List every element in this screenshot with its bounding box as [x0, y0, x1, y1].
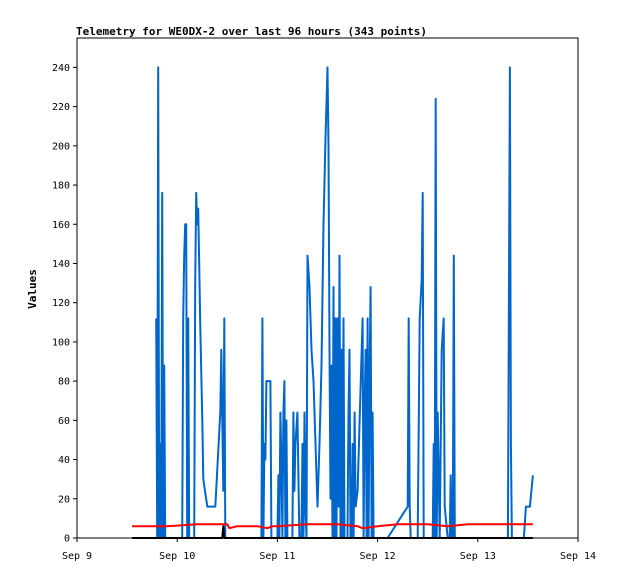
y-tick-label: 200	[52, 141, 70, 152]
y-tick-label: 60	[58, 416, 70, 427]
y-tick-label: 140	[52, 259, 70, 270]
series-line-1	[132, 523, 533, 530]
y-tick-label: 40	[58, 455, 70, 466]
y-tick-label: 160	[52, 220, 70, 231]
y-tick-label: 120	[52, 298, 70, 309]
series-layer	[132, 66, 534, 539]
series-line-2	[132, 525, 533, 539]
y-tick-label: 180	[52, 181, 70, 192]
x-tick-label: Sep 11	[259, 551, 295, 562]
x-tick-label: Sep 10	[159, 551, 195, 562]
y-tick-label: 80	[58, 377, 70, 388]
y-axis-ticks: 0 20 40 60 80 100 120 140 160 180 200 220 240	[52, 63, 77, 545]
y-tick-label: 220	[52, 102, 70, 113]
x-tick-label: Sep 13	[460, 551, 496, 562]
y-tick-label: 20	[58, 494, 70, 505]
x-tick-label: Sep 14	[560, 551, 596, 562]
y-tick-label: 0	[64, 534, 70, 545]
chart-title: Telemetry for WE0DX-2 over last 96 hours…	[76, 25, 427, 38]
x-axis-ticks: Sep 9 Sep 10 Sep 11 Sep 12 Sep 13 Sep 14	[62, 538, 596, 562]
y-tick-label: 240	[52, 63, 70, 74]
x-tick-label: Sep 9	[62, 551, 92, 562]
x-tick-label: Sep 12	[360, 551, 396, 562]
y-tick-label: 100	[52, 337, 70, 348]
series-line-0	[155, 66, 534, 539]
y-axis-label: Values	[26, 269, 39, 309]
